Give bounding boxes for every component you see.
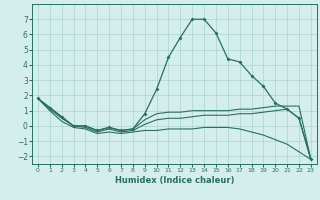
X-axis label: Humidex (Indice chaleur): Humidex (Indice chaleur): [115, 176, 234, 185]
